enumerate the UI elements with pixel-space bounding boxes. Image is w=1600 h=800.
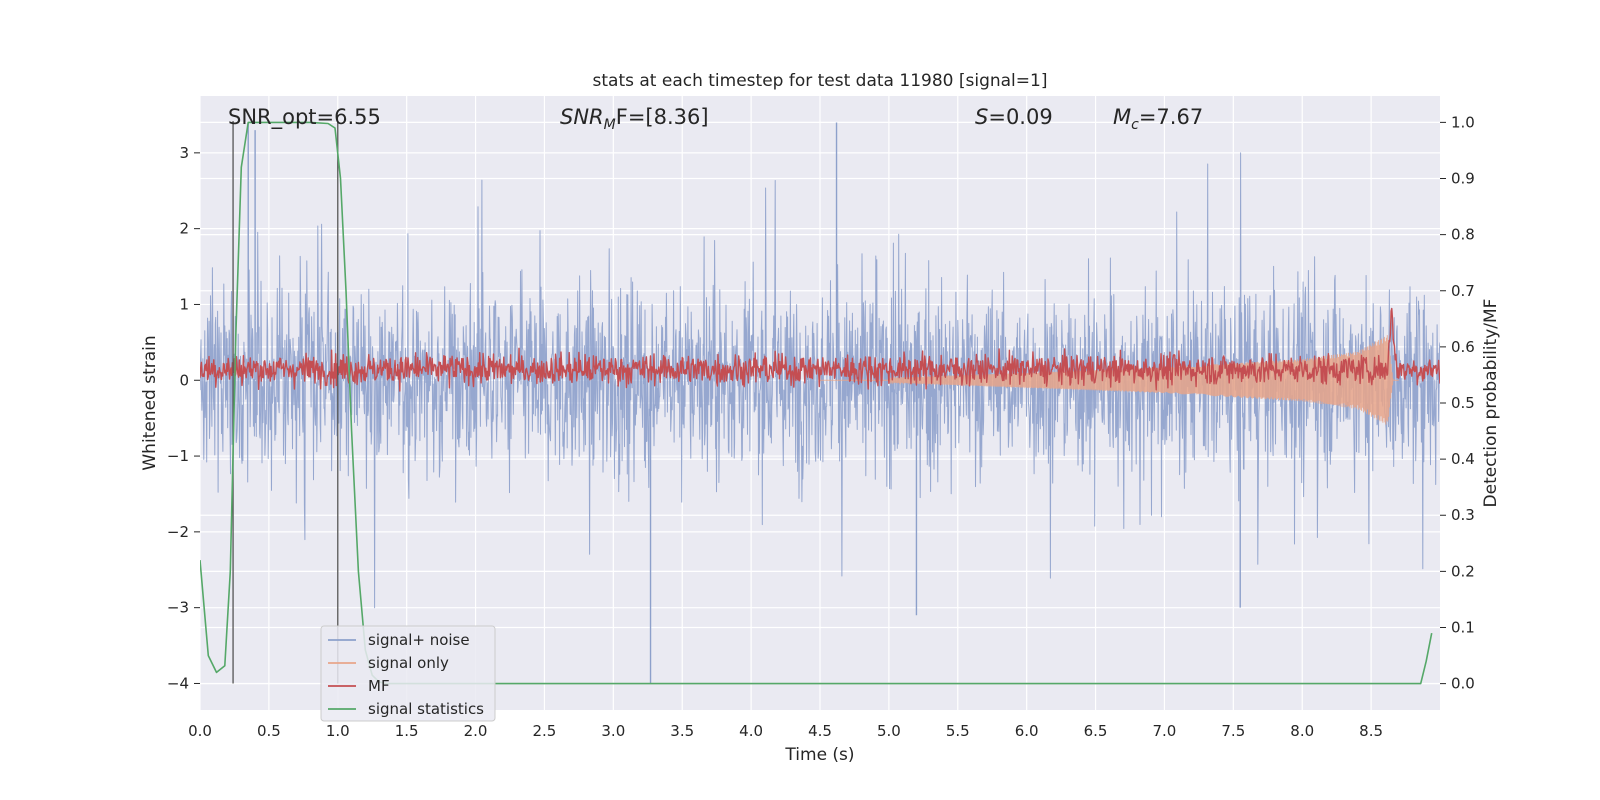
y2-tick-label: 0.2 [1451, 562, 1475, 580]
y2-tick-label: 0.9 [1451, 170, 1475, 188]
x-tick-label: 1.0 [326, 722, 350, 740]
annotation-snr-mf-rest: F=[8.36] [616, 105, 709, 129]
x-tick-label: 2.0 [464, 722, 488, 740]
y2-tick-label: 0.5 [1451, 394, 1475, 412]
x-tick-label: 4.0 [739, 722, 763, 740]
chart-title: stats at each timestep for test data 119… [593, 71, 1048, 91]
x-tick-label: 1.5 [395, 722, 419, 740]
annotation-s: S=0.09 [975, 105, 1053, 129]
legend-label-mf: MF [368, 677, 390, 695]
legend-label-signal-noise: signal+ noise [368, 631, 470, 649]
y2-tick-label: 0.0 [1451, 675, 1475, 693]
annotation-mc-base: M [1113, 105, 1131, 129]
x-tick-label: 0.0 [188, 722, 212, 740]
series-mf [200, 307, 1440, 392]
annotation-mc-rest: =7.67 [1139, 105, 1203, 129]
annotation-snr-mf-sub: M [604, 117, 616, 133]
y2-tick-label: 0.4 [1451, 450, 1475, 468]
series-layer [200, 121, 1440, 685]
y2-tick-label: 0.3 [1451, 506, 1475, 524]
annotation-snr-opt: SNR_opt=6.55 [228, 105, 381, 130]
y-tick-label: −2 [167, 523, 189, 541]
annotation-snr-mf: SNRMF=[8.36] [560, 105, 709, 133]
annotation-mc-sub: c [1131, 117, 1139, 133]
x-tick-label: 6.0 [1015, 722, 1039, 740]
x-tick-label: 2.5 [533, 722, 557, 740]
annotation-snr-mf-base: SNR [560, 105, 604, 129]
legend: signal+ noise signal only MF signal stat… [320, 625, 496, 722]
legend-box [320, 625, 496, 722]
x-tick-label: 5.0 [877, 722, 901, 740]
y-tick-label: 3 [179, 144, 189, 162]
x-tick-label: 8.5 [1359, 722, 1383, 740]
series-signal-statistics [200, 121, 1433, 685]
annotation-mc: Mc=7.67 [1113, 105, 1203, 133]
y-tick-label: 0 [179, 371, 189, 389]
x-tick-label: 7.5 [1221, 722, 1245, 740]
x-tick-label: 5.5 [946, 722, 970, 740]
legend-label-signal-only: signal only [368, 654, 449, 672]
y-tick-labels: 3 2 1 0 −1 −2 −3 −4 [167, 144, 200, 692]
y2-tick-label: 1.0 [1451, 113, 1475, 131]
y-tick-label: 1 [179, 295, 189, 313]
y2-tick-label: 0.7 [1451, 282, 1475, 300]
y2-tick-labels: 1.0 0.9 0.8 0.7 0.6 0.5 0.4 0.3 0.2 0.1 0.0 [1440, 113, 1475, 693]
x-tick-label: 3.0 [601, 722, 625, 740]
y2-tick-label: 0.6 [1451, 338, 1475, 356]
x-tick-label: 6.5 [1084, 722, 1108, 740]
y2-axis-label: Detection probability/MF [1481, 299, 1501, 508]
x-tick-label: 7.0 [1153, 722, 1177, 740]
annotation-s-base: S [975, 105, 988, 129]
y2-tick-label: 0.1 [1451, 618, 1475, 636]
y-tick-label: −3 [167, 599, 189, 617]
vertical-marker-lines [232, 121, 339, 684]
annotation-s-rest: =0.09 [988, 105, 1052, 129]
y-tick-label: −1 [167, 447, 189, 465]
legend-label-signal-statistics: signal statistics [368, 700, 484, 718]
x-tick-label: 3.5 [670, 722, 694, 740]
y-tick-label: 2 [179, 220, 189, 238]
y-tick-label: −4 [167, 674, 189, 692]
x-tick-label: 8.0 [1290, 722, 1314, 740]
x-tick-labels: 0.0 0.5 1.0 1.5 2.0 2.5 3.0 3.5 4.0 4.5 5.0 5.5 6.0 6… [188, 722, 1383, 740]
y2-tick-label: 0.8 [1451, 226, 1475, 244]
x-axis-label: Time (s) [784, 745, 854, 765]
x-tick-label: 0.5 [257, 722, 281, 740]
x-tick-label: 4.5 [808, 722, 832, 740]
y-axis-label: Whitened strain [140, 335, 160, 470]
